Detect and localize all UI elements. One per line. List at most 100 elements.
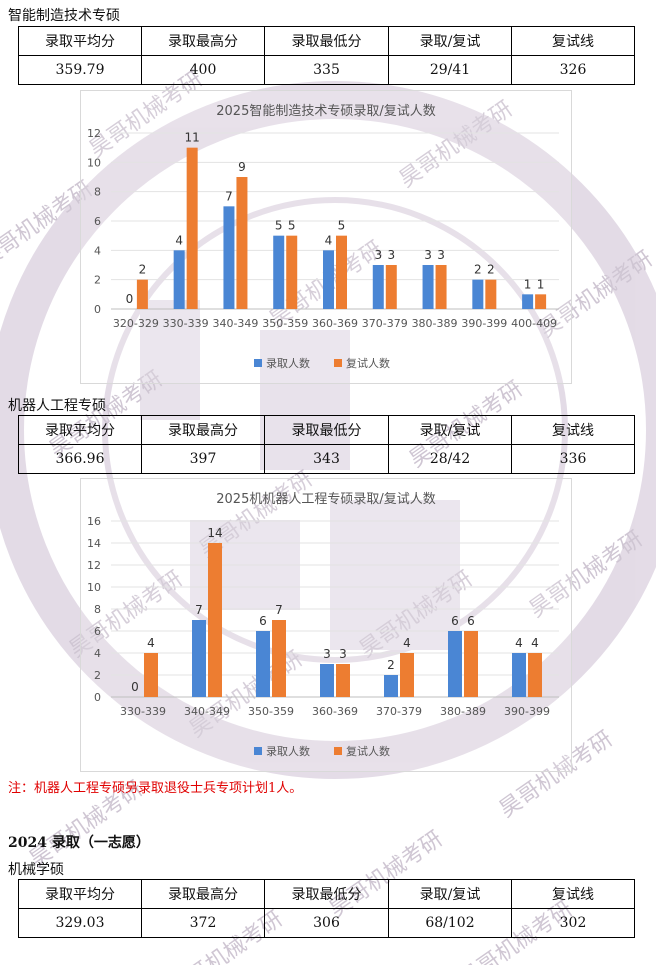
y-tick-label: 12 xyxy=(87,559,101,572)
y-tick-label: 8 xyxy=(94,603,101,616)
data-label: 3 xyxy=(424,248,432,262)
header-line: 复试线 xyxy=(511,26,635,56)
table-header-row: 录取平均分 录取最高分 录取最低分 录取/复试 复试线 xyxy=(18,415,635,445)
value-max: 372 xyxy=(141,908,265,938)
legend-swatch xyxy=(254,359,262,367)
x-tick-label: 380-389 xyxy=(412,317,458,330)
bar xyxy=(223,206,235,309)
bar xyxy=(192,620,206,697)
value-ratio: 29/41 xyxy=(388,55,512,85)
value-min: 306 xyxy=(264,908,389,938)
header-avg: 录取平均分 xyxy=(18,879,142,909)
bar xyxy=(485,279,497,309)
bar xyxy=(323,250,334,309)
data-label: 6 xyxy=(259,614,267,628)
value-min: 343 xyxy=(264,444,389,474)
header-line: 复试线 xyxy=(511,879,635,909)
section3-title: 机械学硕 xyxy=(8,862,64,878)
data-label: 2 xyxy=(474,263,482,277)
data-label: 0 xyxy=(131,680,139,694)
data-label: 4 xyxy=(175,233,183,247)
bar xyxy=(208,543,222,697)
section3-stats-table: 录取平均分 录取最高分 录取最低分 录取/复试 复试线 329.03 372 3… xyxy=(18,879,635,938)
x-tick-label: 350-359 xyxy=(262,317,308,330)
data-label: 3 xyxy=(387,248,395,262)
data-label: 3 xyxy=(437,248,445,262)
legend-swatch xyxy=(334,359,342,367)
x-tick-label: 400-409 xyxy=(511,317,557,330)
x-tick-label: 380-389 xyxy=(440,705,486,718)
data-label: 2 xyxy=(387,658,395,672)
section2-title: 机器人工程专硕 xyxy=(8,398,106,414)
value-line: 326 xyxy=(511,55,635,85)
bar xyxy=(385,265,397,309)
chart-title: 2025机机器人工程专硕录取/复试人数 xyxy=(216,492,435,507)
data-label: 4 xyxy=(515,636,523,650)
x-tick-label: 360-369 xyxy=(312,317,358,330)
x-tick-label: 360-369 xyxy=(312,705,358,718)
data-label: 4 xyxy=(531,636,539,650)
table-value-row: 359.79 400 335 29/41 326 xyxy=(18,55,635,85)
bar xyxy=(144,653,158,697)
data-label: 6 xyxy=(467,614,475,628)
bar xyxy=(522,294,534,309)
legend-label: 复试人数 xyxy=(346,744,390,758)
legend-label: 复试人数 xyxy=(346,356,390,370)
x-tick-label: 390-399 xyxy=(461,317,507,330)
header-max: 录取最高分 xyxy=(141,26,265,56)
chart-2: 2025机机器人工程专硕录取/复试人数0246810121416330-3390… xyxy=(87,492,559,758)
header-min: 录取最低分 xyxy=(264,415,389,445)
bar xyxy=(512,653,526,697)
bar xyxy=(448,631,462,697)
chart-1: 2025智能制造技术专硕录取/复试人数024681012320-32902330… xyxy=(87,104,559,370)
chart-1-frame: 2025智能制造技术专硕录取/复试人数 0 2 4 6 8 10 12 320-329 0 2 330… xyxy=(80,90,572,384)
year-heading: 2024 录取（一志愿） xyxy=(8,835,150,851)
note-text: 注：机器人工程专硕另录取退役士兵专项计划1人。 xyxy=(8,781,303,796)
y-tick-label: 12 xyxy=(87,127,101,140)
value-ratio: 28/42 xyxy=(388,444,512,474)
data-label: 5 xyxy=(338,219,346,233)
y-tick-label: 4 xyxy=(94,647,101,660)
bar xyxy=(186,147,198,309)
bar xyxy=(372,265,384,309)
data-label: 11 xyxy=(185,131,200,145)
value-line: 336 xyxy=(511,444,635,474)
header-max: 录取最高分 xyxy=(141,415,265,445)
y-tick-label: 4 xyxy=(94,244,101,257)
bar xyxy=(272,620,286,697)
value-avg: 329.03 xyxy=(18,908,142,938)
data-label: 3 xyxy=(374,248,382,262)
y-tick-label: 0 xyxy=(94,691,101,704)
value-avg: 359.79 xyxy=(18,55,142,85)
value-line: 302 xyxy=(511,908,635,938)
data-label: 5 xyxy=(288,219,296,233)
header-avg: 录取平均分 xyxy=(18,415,142,445)
y-tick-label: 2 xyxy=(94,274,101,287)
bar xyxy=(535,294,547,309)
bar xyxy=(286,235,298,309)
x-tick-label: 330-339 xyxy=(120,705,166,718)
x-tick-label: 390-399 xyxy=(504,705,550,718)
section2-stats-table: 录取平均分 录取最高分 录取最低分 录取/复试 复试线 366.96 397 3… xyxy=(18,415,635,474)
header-max: 录取最高分 xyxy=(141,879,265,909)
bar xyxy=(400,653,414,697)
bar xyxy=(256,631,270,697)
chart-title: 2025智能制造技术专硕录取/复试人数 xyxy=(216,104,435,119)
y-tick-label: 10 xyxy=(87,156,101,169)
data-label: 7 xyxy=(275,603,283,617)
header-ratio: 录取/复试 xyxy=(388,879,512,909)
value-max: 397 xyxy=(141,444,265,474)
data-label: 7 xyxy=(225,189,233,203)
header-line: 复试线 xyxy=(511,415,635,445)
header-min: 录取最低分 xyxy=(264,26,389,56)
x-tick-label: 340-349 xyxy=(184,705,230,718)
data-label: 4 xyxy=(147,636,155,650)
table-value-row: 366.96 397 343 28/42 336 xyxy=(18,444,635,474)
x-tick-label: 340-349 xyxy=(212,317,258,330)
bar xyxy=(136,279,148,309)
bar xyxy=(336,235,347,309)
table-header-row: 录取平均分 录取最高分 录取最低分 录取/复试 复试线 xyxy=(18,26,635,56)
header-min: 录取最低分 xyxy=(264,879,389,909)
data-label: 3 xyxy=(339,647,347,661)
section1-stats-table: 录取平均分 录取最高分 录取最低分 录取/复试 复试线 359.79 400 3… xyxy=(18,26,635,85)
